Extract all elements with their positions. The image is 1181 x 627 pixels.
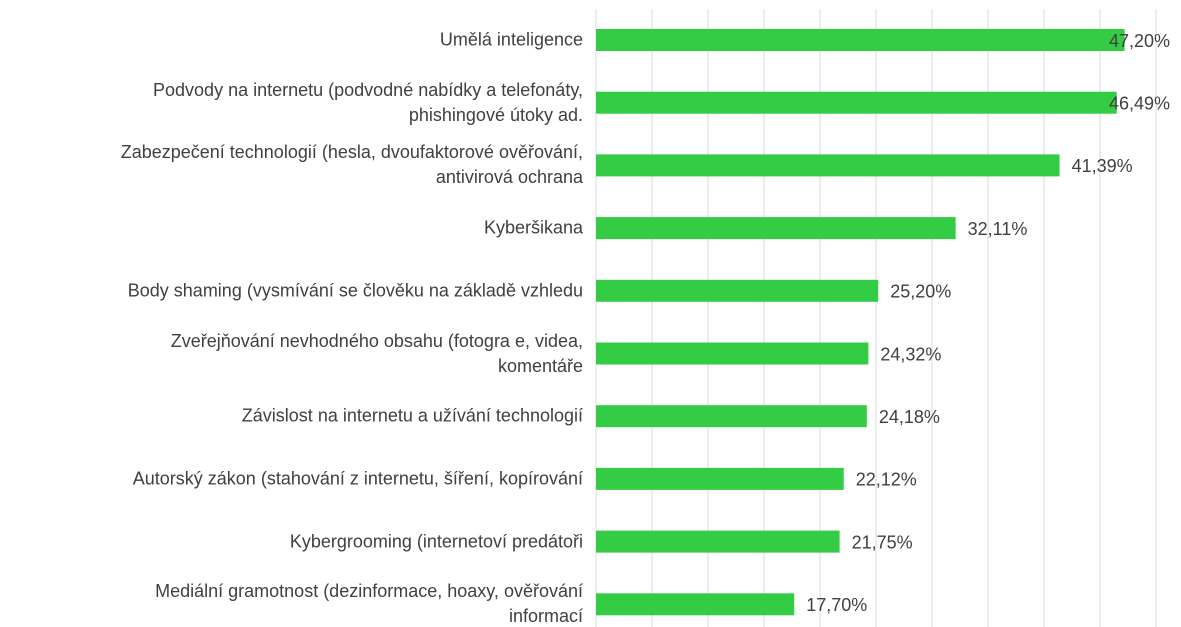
- bar: [596, 154, 1060, 177]
- value-label: 24,32%: [880, 344, 941, 364]
- bar: [596, 29, 1125, 51]
- category-label: Autorský zákon (stahování z internetu, š…: [132, 468, 583, 489]
- bar: [596, 530, 840, 553]
- value-label: 21,75%: [852, 532, 913, 552]
- category-label: Zabezpečení technologií (hesla, dvoufakt…: [120, 142, 583, 188]
- bar: [596, 217, 956, 240]
- value-label: 46,49%: [1109, 93, 1170, 113]
- category-label: Závislost na internetu a užívání technol…: [241, 405, 583, 426]
- category-label: Kyberšikana: [483, 217, 583, 238]
- value-label: 17,70%: [806, 595, 867, 615]
- value-label: 22,12%: [856, 470, 917, 490]
- category-label: Mediální gramotnost (dezinformace, hoaxy…: [155, 581, 583, 627]
- bar: [596, 91, 1117, 114]
- value-label: 47,20%: [1109, 31, 1170, 51]
- value-label: 32,11%: [968, 219, 1028, 239]
- bar: [596, 342, 869, 365]
- category-label: Zveřejňování nevhodného obsahu (fotogra …: [170, 330, 583, 376]
- category-label: Umělá inteligence: [439, 29, 583, 50]
- value-label: 41,39%: [1072, 156, 1133, 176]
- bar: [596, 405, 867, 428]
- value-label: 24,18%: [879, 407, 940, 427]
- bar: [596, 279, 879, 302]
- category-label: Podvody na internetu (podvodné nabídky a…: [153, 79, 583, 125]
- category-label: Kybergrooming (internetoví predátoři: [289, 531, 583, 552]
- bar: [596, 593, 795, 616]
- category-label: Body shaming (vysmívání se člověku na zá…: [127, 280, 583, 301]
- value-label: 25,20%: [890, 282, 951, 302]
- bar: [596, 467, 844, 490]
